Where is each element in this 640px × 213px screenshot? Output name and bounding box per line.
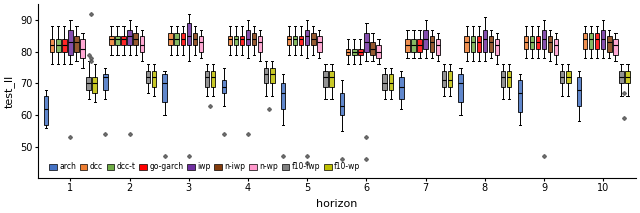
PathPatch shape (152, 71, 156, 86)
PathPatch shape (346, 49, 351, 55)
PathPatch shape (50, 39, 54, 52)
PathPatch shape (86, 77, 91, 90)
PathPatch shape (180, 33, 185, 45)
PathPatch shape (240, 36, 244, 45)
PathPatch shape (187, 23, 191, 45)
PathPatch shape (299, 36, 303, 45)
PathPatch shape (234, 36, 238, 45)
X-axis label: horizon: horizon (316, 199, 358, 209)
PathPatch shape (524, 36, 528, 49)
PathPatch shape (74, 36, 79, 52)
PathPatch shape (589, 33, 593, 49)
PathPatch shape (424, 30, 428, 49)
PathPatch shape (607, 36, 612, 52)
PathPatch shape (470, 36, 475, 52)
PathPatch shape (495, 39, 499, 55)
PathPatch shape (417, 39, 422, 52)
PathPatch shape (109, 36, 114, 45)
PathPatch shape (293, 36, 298, 45)
PathPatch shape (246, 30, 250, 45)
PathPatch shape (127, 30, 132, 45)
PathPatch shape (358, 49, 363, 55)
PathPatch shape (507, 71, 511, 86)
PathPatch shape (501, 71, 506, 86)
PathPatch shape (305, 30, 310, 45)
PathPatch shape (81, 39, 84, 58)
Legend: arch, dcc, dcc-t, go-garch, iwp, n-iwp, n-wp, f10-iwp, f10-wp: arch, dcc, dcc-t, go-garch, iwp, n-iwp, … (47, 161, 362, 173)
PathPatch shape (134, 33, 138, 45)
PathPatch shape (211, 71, 215, 86)
PathPatch shape (44, 96, 49, 125)
PathPatch shape (442, 71, 446, 86)
PathPatch shape (103, 74, 108, 90)
PathPatch shape (199, 36, 203, 52)
PathPatch shape (388, 74, 393, 90)
PathPatch shape (429, 36, 434, 52)
PathPatch shape (548, 36, 552, 52)
PathPatch shape (483, 30, 487, 52)
PathPatch shape (566, 71, 571, 83)
PathPatch shape (68, 30, 73, 55)
PathPatch shape (317, 36, 322, 52)
PathPatch shape (146, 71, 150, 83)
PathPatch shape (56, 39, 61, 52)
PathPatch shape (323, 71, 328, 86)
PathPatch shape (221, 80, 226, 93)
PathPatch shape (140, 36, 144, 52)
PathPatch shape (613, 39, 618, 55)
PathPatch shape (205, 71, 209, 86)
PathPatch shape (448, 71, 452, 86)
PathPatch shape (542, 30, 547, 49)
PathPatch shape (620, 71, 624, 83)
PathPatch shape (530, 36, 534, 49)
PathPatch shape (352, 49, 356, 55)
PathPatch shape (583, 33, 588, 49)
PathPatch shape (436, 39, 440, 55)
PathPatch shape (122, 36, 126, 45)
PathPatch shape (536, 36, 540, 49)
PathPatch shape (311, 33, 316, 45)
PathPatch shape (376, 45, 381, 58)
PathPatch shape (330, 71, 333, 86)
PathPatch shape (193, 33, 197, 45)
PathPatch shape (364, 33, 369, 52)
PathPatch shape (595, 33, 600, 49)
PathPatch shape (405, 39, 410, 52)
PathPatch shape (175, 33, 179, 45)
PathPatch shape (577, 77, 581, 106)
PathPatch shape (560, 71, 564, 83)
PathPatch shape (399, 77, 404, 99)
PathPatch shape (264, 68, 268, 83)
PathPatch shape (163, 74, 167, 102)
PathPatch shape (465, 36, 469, 52)
PathPatch shape (489, 36, 493, 52)
PathPatch shape (228, 36, 232, 45)
PathPatch shape (168, 33, 173, 45)
PathPatch shape (458, 74, 463, 102)
PathPatch shape (270, 68, 275, 83)
PathPatch shape (518, 80, 522, 112)
Y-axis label: test_ll: test_ll (4, 75, 15, 108)
PathPatch shape (258, 36, 262, 52)
PathPatch shape (383, 74, 387, 90)
PathPatch shape (371, 42, 375, 55)
PathPatch shape (62, 39, 67, 52)
PathPatch shape (340, 93, 344, 115)
PathPatch shape (115, 36, 120, 45)
PathPatch shape (252, 33, 257, 45)
PathPatch shape (625, 71, 630, 83)
PathPatch shape (281, 83, 285, 109)
PathPatch shape (412, 39, 416, 52)
PathPatch shape (554, 39, 559, 55)
PathPatch shape (477, 36, 481, 52)
PathPatch shape (287, 36, 291, 45)
PathPatch shape (601, 30, 605, 49)
PathPatch shape (93, 77, 97, 93)
